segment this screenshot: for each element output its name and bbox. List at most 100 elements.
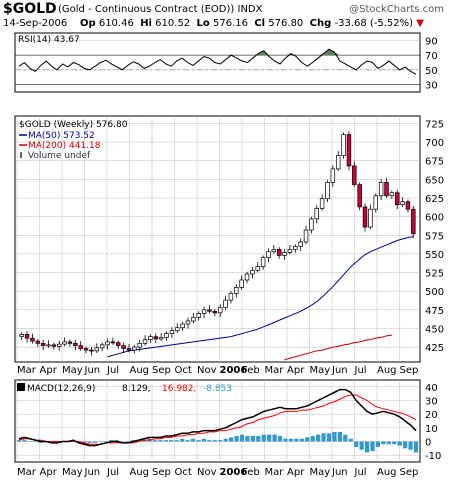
macd-histogram-bar [283,438,288,442]
low-value: 576.16 [212,18,248,29]
candle-up [319,198,325,209]
macd-x-tick-label: Sep [152,467,171,478]
macd-x-tick-label: Apr [287,467,305,478]
macd-signal-line [18,394,417,445]
macd-histogram-bar [207,440,212,442]
high-value: 610.52 [155,18,191,29]
macd-histogram-bar [413,441,419,453]
macd-histogram-bar [218,440,223,442]
candle-up [314,208,319,220]
candle-up [260,257,266,267]
price-tick-label: 575 [425,231,444,242]
candle-up [57,343,62,347]
macd-x-tick-label: Jul [354,467,367,478]
price-x-tick-label: Apr [287,365,305,376]
price-x-tick-label: Aug [130,365,150,376]
macd-histogram-bar [272,434,277,442]
macd-histogram-bar [33,441,38,442]
macd-histogram-bar [299,438,304,442]
macd-histogram-bar [294,438,299,442]
macd-legend-value: 8.129, [122,384,151,394]
ma50-legend-label: MA(50) 573.52 [28,131,95,141]
candle-down [110,341,116,344]
candle-up [99,344,105,349]
price-x-tick-label: Mar [17,365,37,376]
close-label: Cl [254,18,266,29]
candle-up [105,341,110,346]
price-legend-title: $GOLD (Weekly) 576.80 [19,120,128,130]
candle-up [400,201,405,206]
macd-histogram-bar [337,431,343,442]
price-tick-label: 700 [425,138,444,149]
price-x-tick-label: 2006 [220,365,248,376]
candle-up [378,181,384,197]
macd-x-tick-label: May [310,467,331,478]
price-x-tick-label: Mar [265,365,285,376]
price-tick-label: 500 [425,287,444,298]
candle-down [83,348,89,351]
macd-histogram-bar [239,434,245,442]
macd-histogram-legend-value: -8.853 [203,384,232,394]
macd-histogram-bar [234,436,239,442]
candle-up [298,241,303,247]
candle-down [121,345,126,349]
candle-up [282,252,287,256]
price-x-tick-label: Sep [400,365,419,376]
macd-histogram-bar [185,440,190,442]
macd-x-tick-label: Jul [106,467,119,478]
candle-up [148,336,153,340]
macd-legend-swatch [17,383,25,391]
macd-histogram-bar [169,440,174,442]
candle-up [185,320,191,325]
price-x-tick-label: May [310,365,331,376]
candle-down [51,344,57,347]
candle-up [175,327,180,332]
macd-histogram-bar [174,440,179,442]
price-x-tick-label: Apr [40,365,58,376]
price-x-tick-label: Jul [106,365,119,376]
macd-histogram-bar [250,436,255,442]
candle-down [24,334,30,339]
price-tick-label: 475 [425,306,444,317]
macd-signal-legend-value: 16.982, [162,384,196,394]
macd-histogram-bar [228,437,234,442]
change-label: Chg [309,18,332,29]
macd-histogram-bar [402,441,408,449]
macd-histogram-bar [397,441,402,446]
macd-histogram-bar [386,441,391,445]
candle-up [330,168,336,183]
macd-histogram-bar [82,441,87,443]
price-x-tick-label: Nov [197,365,217,376]
price-tick-label: 600 [425,213,444,224]
macd-histogram-bar [92,441,98,443]
candle-up [228,293,234,301]
candle-up [335,155,341,170]
candle-down [362,206,368,228]
price-x-tick-label: Jun [84,365,101,376]
macd-histogram-bar [315,434,321,442]
price-tick-label: 675 [425,157,444,168]
candle-down [357,184,362,208]
macd-x-tick-label: Feb [242,467,260,478]
macd-histogram-bar [267,434,272,442]
macd-x-tick-label: Sep [400,467,419,478]
open-label: Op [79,18,96,29]
quote-date: 14-Sep-2006 [3,18,68,29]
candle-up [196,313,201,318]
price-x-tick-label: Jul [354,365,367,376]
candle-up [287,249,293,253]
macd-tick-label: 30 [425,397,438,408]
symbol-description: (Gold - Continuous Contract (EOD)) INDX [58,4,262,15]
candle-up [389,192,395,197]
candle-down [411,208,416,235]
ma200-line [284,334,392,361]
candle-up [234,287,239,294]
macd-histogram-bar [332,431,337,442]
candle-down [35,340,41,344]
candle-down [126,348,132,351]
macd-histogram-bar [348,438,353,442]
rsi-tick-label: 70 [425,51,438,62]
candle-up [266,251,271,258]
candle-up [217,307,223,314]
macd-histogram-bar [321,433,326,442]
